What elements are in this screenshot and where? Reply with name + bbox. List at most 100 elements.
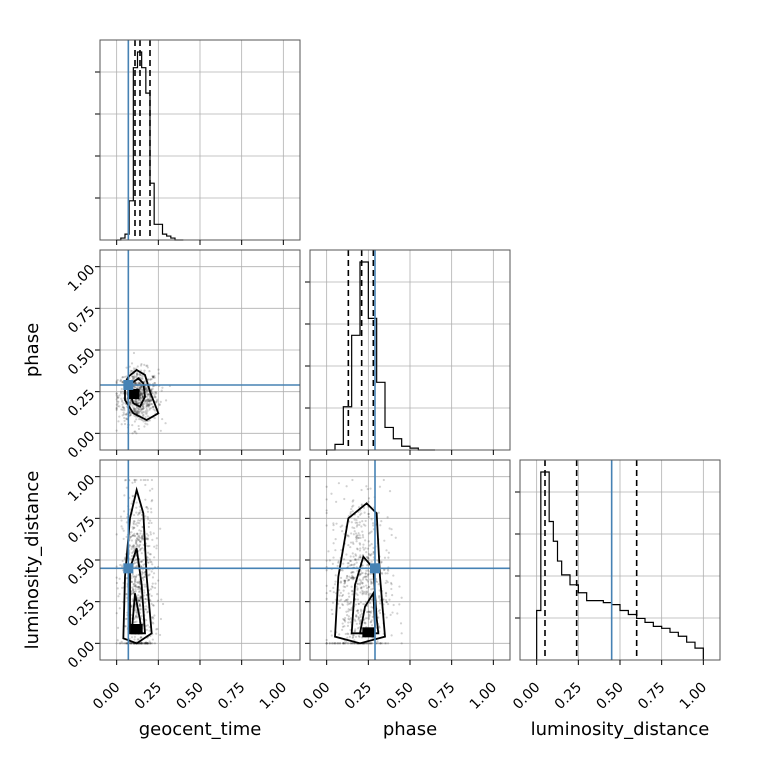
sample-point [125, 486, 128, 489]
sample-point [365, 485, 368, 488]
sample-point [346, 584, 349, 588]
sample-point [354, 603, 358, 606]
sample-point [343, 625, 346, 628]
sample-point [357, 611, 360, 614]
sample-point [136, 365, 139, 368]
sample-point [356, 582, 359, 585]
sample-point [387, 569, 390, 572]
sample-point [344, 616, 347, 620]
sample-point [148, 407, 151, 410]
sample-point [385, 549, 388, 552]
sample-point [140, 393, 143, 396]
sample-point [388, 527, 391, 530]
sample-point [136, 410, 139, 413]
sample-point [146, 642, 149, 645]
sample-point [354, 557, 357, 561]
sample-point [333, 583, 337, 586]
sample-point [384, 572, 387, 575]
sample-point [151, 374, 154, 378]
panel-hist-luminosity-distance: 0.00 0.25 0.50 0.75 1.00 [510, 459, 721, 713]
sample-point [141, 525, 144, 528]
sample-point [143, 591, 146, 594]
x-tick-label-hist-luminosity-distance-4: 1.00 [677, 680, 710, 713]
sample-point [352, 571, 355, 574]
sample-point [361, 593, 364, 596]
y-tick-label-geocent-time-vs-phase-3: 0.75 [65, 303, 98, 336]
sample-point [350, 585, 353, 588]
sample-point [138, 582, 141, 585]
x-tick-label-hist-luminosity-distance-1: 0.25 [552, 680, 585, 713]
sample-point [143, 575, 147, 579]
sample-point [140, 565, 143, 568]
sample-point [134, 614, 138, 617]
sample-point [367, 512, 370, 516]
sample-point [122, 411, 125, 414]
sample-point [363, 592, 366, 595]
sample-point [139, 642, 142, 645]
sample-point [349, 541, 353, 544]
sample-point [377, 583, 380, 586]
sample-point [338, 599, 341, 602]
sample-point [122, 392, 125, 395]
y-tick-label-geocent-time-vs-luminosity-distance-1: 0.25 [65, 597, 98, 630]
sample-point [139, 509, 142, 512]
sample-point [139, 373, 142, 377]
sample-point [145, 532, 149, 535]
sample-point [151, 642, 154, 645]
sample-point [132, 377, 135, 380]
sample-point [135, 412, 139, 415]
y-tick-label-geocent-time-vs-luminosity-distance-3: 0.75 [65, 513, 98, 546]
sample-point [341, 603, 345, 607]
sample-point [145, 393, 148, 396]
sample-point [338, 594, 341, 597]
sample-point [385, 601, 388, 604]
sample-point [128, 537, 132, 540]
sample-point [343, 581, 347, 585]
sample-point [131, 587, 135, 590]
sample-point [349, 559, 352, 562]
sample-point [121, 408, 124, 411]
sample-point [135, 546, 138, 549]
sample-point [388, 489, 392, 493]
sample-point [385, 600, 388, 604]
sample-point [124, 478, 128, 482]
sample-point [360, 610, 363, 613]
x-tick-label-hist-luminosity-distance-2: 0.50 [593, 680, 626, 713]
sample-point [137, 399, 140, 402]
sample-point [125, 405, 129, 408]
sample-point [133, 583, 136, 586]
sample-point [131, 494, 134, 498]
sample-point [342, 617, 345, 621]
sample-point [135, 400, 138, 403]
sample-point [139, 391, 143, 395]
sample-point [117, 396, 120, 399]
sample-point [342, 642, 345, 645]
sample-point [132, 520, 136, 523]
sample-point [139, 369, 143, 372]
sample-point [372, 546, 375, 549]
sample-point [140, 615, 143, 618]
sample-point [346, 614, 349, 617]
sample-point [131, 598, 134, 601]
sample-point [134, 400, 137, 403]
sample-point [130, 642, 133, 645]
sample-point [116, 587, 119, 590]
sample-point [120, 408, 123, 411]
sample-point [138, 587, 142, 590]
sample-point [136, 613, 139, 616]
sample-point [143, 575, 146, 578]
x-tick-label-phase-vs-luminosity-distance-2: 0.50 [383, 680, 416, 713]
sample-point [118, 394, 121, 397]
sample-point [120, 397, 123, 400]
sample-point [140, 394, 143, 397]
sample-point [122, 510, 126, 513]
sample-point [146, 538, 149, 541]
sample-point [115, 380, 118, 383]
sample-point [347, 592, 350, 595]
sample-point [125, 417, 128, 421]
sample-point [138, 608, 141, 611]
sample-point [115, 576, 118, 579]
sample-point [116, 405, 120, 408]
sample-point [144, 416, 147, 419]
sample-point [133, 526, 136, 529]
